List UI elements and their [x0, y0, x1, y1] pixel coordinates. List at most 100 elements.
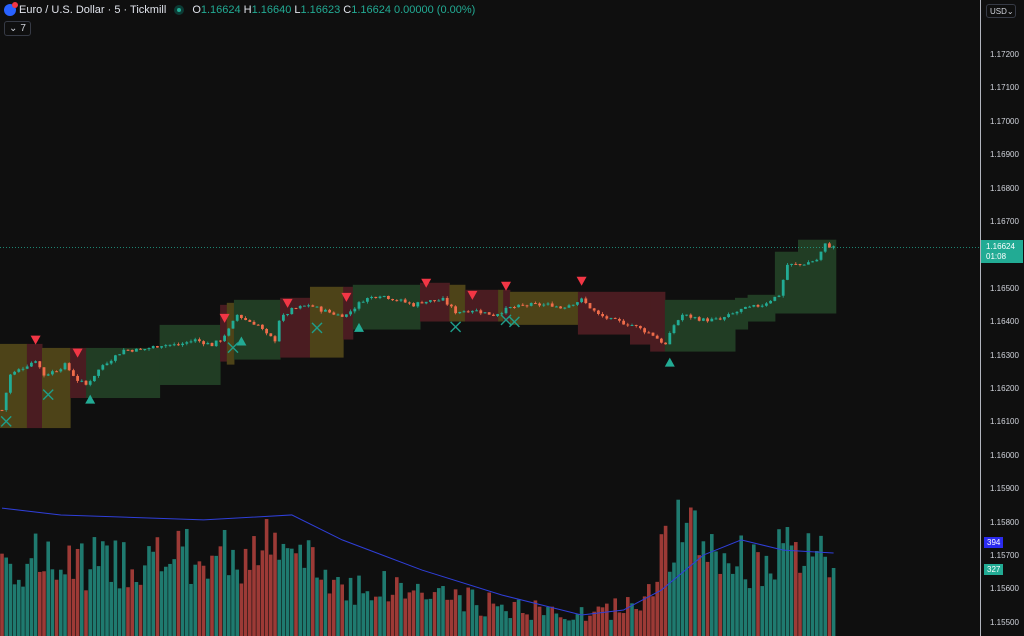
volume-bar: [609, 619, 613, 636]
volume-bar: [655, 581, 659, 636]
volume-bar: [403, 598, 407, 636]
candle-body: [529, 303, 533, 306]
candle-body: [332, 312, 336, 315]
candle-body: [748, 306, 751, 308]
volume-bar: [390, 594, 395, 636]
band-yellow: [509, 291, 579, 325]
candle-body: [240, 314, 243, 319]
volume-bar: [411, 590, 416, 636]
candle-body: [718, 318, 722, 320]
currency-select[interactable]: USD ⌄: [986, 4, 1016, 18]
price-axis[interactable]: [980, 0, 1024, 636]
volume-bar: [113, 540, 118, 636]
candle-body: [693, 317, 697, 319]
volume-bar: [386, 601, 391, 636]
volume-bar: [567, 620, 571, 636]
candle-body: [269, 333, 273, 337]
ohlc-low: L1.16623: [294, 4, 341, 16]
volume-bar: [117, 588, 122, 636]
volume-bar: [626, 597, 630, 636]
candle-body: [731, 313, 735, 315]
volume-bar: [176, 530, 181, 636]
volume-bar: [647, 584, 651, 636]
volume-bar: [638, 610, 643, 636]
volume-bar: [206, 578, 210, 636]
candle-body: [681, 314, 684, 321]
chevron-down-icon: ⌄: [9, 23, 18, 34]
candle-body: [668, 332, 672, 345]
volume-bar: [109, 581, 113, 636]
candle-body: [651, 332, 655, 336]
candle-body: [534, 303, 537, 305]
sell-signal-icon: [501, 281, 511, 291]
volume-bar: [432, 592, 437, 636]
volume-bar: [487, 592, 491, 636]
candle-body: [156, 346, 159, 348]
candle-body: [492, 314, 495, 316]
volume-bar: [726, 563, 731, 636]
volume-ma-label: 394: [984, 537, 1004, 548]
volume-bar: [663, 525, 668, 636]
volume-bar: [365, 591, 370, 636]
volume-bar: [84, 590, 88, 636]
volume-bar: [369, 600, 374, 636]
candle-body: [361, 301, 365, 303]
indicators-toggle-button[interactable]: ⌄ 7: [4, 21, 31, 36]
volume-bar: [470, 589, 475, 636]
volume-bar: [537, 606, 542, 636]
volume-bar: [798, 572, 802, 636]
volume-bar: [382, 571, 386, 636]
candle-body: [777, 295, 781, 297]
candle-body: [97, 369, 100, 376]
candle-body: [382, 295, 386, 297]
volume-bar: [458, 595, 462, 636]
volume-bar: [218, 546, 223, 636]
volume-bar: [130, 569, 134, 636]
band-yellow: [0, 343, 28, 429]
volume-bar: [222, 529, 227, 636]
volume-bar: [210, 555, 214, 636]
sell-signal-icon: [467, 290, 478, 300]
candle-body: [198, 339, 201, 342]
candle-body: [135, 348, 138, 352]
volume-bar: [252, 536, 256, 636]
volume-bar: [147, 546, 151, 636]
volume-bar: [67, 545, 71, 636]
sell-signal-icon: [219, 313, 230, 323]
candle-body: [42, 367, 46, 376]
candle-body: [609, 317, 613, 319]
candle-body: [697, 317, 701, 321]
cross-marker-icon: [450, 321, 462, 333]
volume-bar: [155, 537, 160, 636]
candle-body: [706, 318, 709, 322]
candle-body: [261, 324, 264, 329]
band-red: [220, 304, 228, 362]
volume-bar: [441, 586, 445, 636]
chart-canvas[interactable]: [0, 0, 980, 636]
volume-bar: [718, 573, 722, 636]
candle-body: [214, 340, 218, 347]
candle-body: [466, 311, 470, 313]
volume-bar: [827, 577, 832, 636]
volume-bar: [361, 593, 365, 636]
candle-body: [811, 261, 814, 263]
candle-body: [676, 320, 680, 326]
market-status-icon[interactable]: [174, 5, 185, 15]
volume-bar: [12, 584, 17, 636]
candle-body: [744, 306, 747, 309]
band-green: [664, 299, 736, 352]
volume-bar: [25, 563, 29, 636]
cross-marker-icon: [0, 415, 12, 427]
price-tick: 1.16400: [990, 317, 1019, 327]
indicators-count: 7: [20, 23, 26, 34]
candle-body: [504, 307, 508, 314]
band-green: [352, 284, 421, 330]
volume-bar: [298, 544, 302, 636]
candle-body: [710, 318, 714, 322]
volume-bar: [760, 586, 764, 636]
candle-body: [769, 300, 772, 304]
candle-body: [794, 263, 798, 265]
symbol-title[interactable]: Euro / U.S. Dollar · 5 · Tickmill: [19, 4, 167, 16]
candle-body: [760, 305, 764, 307]
candle-body: [832, 246, 835, 248]
